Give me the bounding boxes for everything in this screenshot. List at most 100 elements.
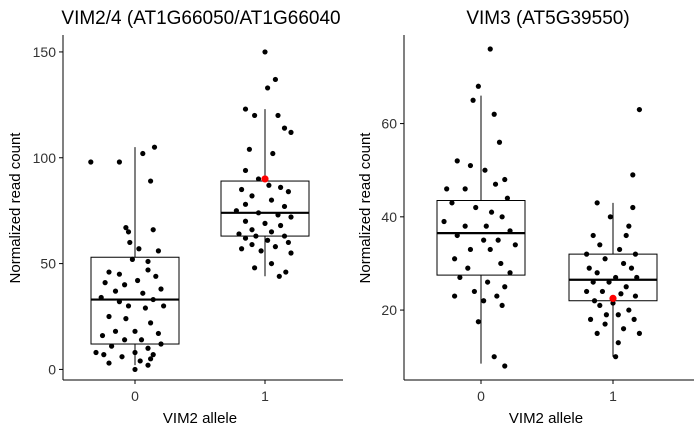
data-point [106,360,112,366]
data-point [127,239,133,246]
x-tick-label: 0 [477,388,485,404]
data-point [488,209,495,215]
data-point [145,362,151,368]
data-point [122,282,128,288]
data-point [281,125,288,131]
data-point [597,242,603,248]
data-point [138,337,145,343]
y-tick-label: 150 [33,44,57,60]
data-point [496,139,503,145]
data-point [636,106,643,113]
data-point [275,112,281,119]
data-point [594,200,600,206]
data-point [119,354,125,360]
y-tick-label: 40 [381,209,397,225]
data-point [487,46,493,52]
data-point [465,265,471,271]
data-point [623,232,629,239]
data-point [239,186,245,193]
x-tick-label: 0 [131,388,139,404]
data-point [626,223,632,229]
data-point [590,279,596,285]
data-point [481,237,487,243]
data-point [268,260,275,267]
data-point [106,313,112,320]
data-point [449,200,455,206]
data-point [512,242,518,248]
data-point [98,294,104,301]
y-tick-label: 100 [33,150,57,166]
data-point [93,349,99,356]
data-point [132,328,138,334]
data-point [233,208,239,214]
data-point [467,246,474,253]
data-point [452,293,458,299]
data-point [145,345,151,351]
data-point [502,176,508,183]
data-point [249,227,255,233]
data-point [136,246,142,252]
data-point [507,270,513,276]
data-point [275,212,281,218]
data-point [462,186,468,192]
data-point [123,225,129,231]
y-tick-label: 60 [381,116,397,132]
data-point [634,274,640,281]
x-axis-label: VIM2 allele [509,410,583,427]
data-point [265,237,271,243]
data-point [125,303,132,309]
data-point [99,332,106,339]
data-point [132,366,138,373]
data-point [116,271,122,277]
data-point [288,250,294,256]
data-point [454,158,460,164]
data-point [492,181,499,187]
data-point [262,220,268,226]
data-point [242,218,249,224]
data-point [586,265,592,271]
data-point [112,288,119,294]
data-point [594,330,600,336]
data-point [602,256,608,262]
panel-vim3: VIM3 (AT5G39550) Normalized read count V… [357,8,694,427]
data-point [150,296,156,303]
data-point [116,299,122,305]
data-point [285,189,291,195]
data-point [499,214,505,220]
x-tick-label: 1 [261,388,269,404]
data-point [109,343,115,349]
data-point [249,241,255,248]
data-point [252,265,258,271]
data-point [283,269,289,275]
data-point [632,293,639,299]
data-point [504,195,510,201]
data-point [494,293,500,299]
data-point [620,326,627,332]
data-point [272,244,278,250]
data-point [636,330,643,336]
data-point [623,284,629,290]
data-point [249,193,255,199]
data-point [603,312,610,318]
data-point [242,201,249,207]
data-point [158,341,164,347]
data-point [153,273,159,279]
data-point [591,298,598,304]
data-point [470,97,476,103]
data-point [620,260,627,267]
data-point [145,267,151,273]
data-point [258,248,264,254]
data-point [242,235,249,241]
data-point [584,251,590,257]
data-point [615,312,621,318]
data-point [137,358,143,364]
data-point [473,204,479,211]
data-point [502,284,508,290]
data-point [631,316,637,322]
highlight-point [261,175,269,183]
data-point [265,85,271,91]
x-tick-label: 1 [609,388,617,404]
data-point [116,159,122,165]
data-point [132,349,138,356]
